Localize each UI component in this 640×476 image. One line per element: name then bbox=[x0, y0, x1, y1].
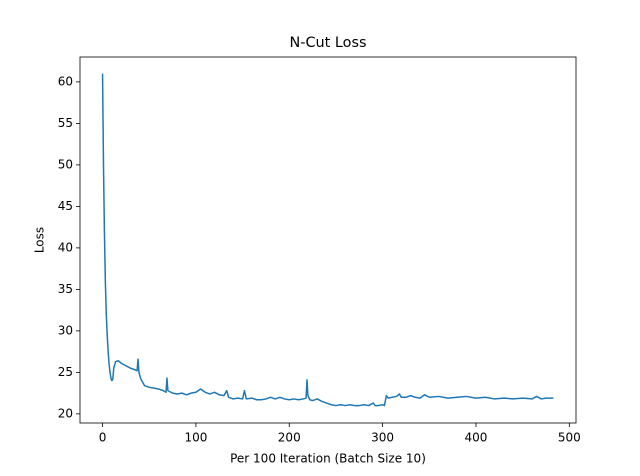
x-tick-label: 100 bbox=[184, 431, 207, 445]
x-tick-label: 400 bbox=[465, 431, 488, 445]
x-tick-label: 300 bbox=[371, 431, 394, 445]
plot-frame bbox=[79, 56, 577, 424]
y-tick-label: 55 bbox=[58, 116, 73, 130]
x-tick-label: 0 bbox=[99, 431, 107, 445]
y-tick-label: 35 bbox=[58, 282, 73, 296]
y-tick-label: 20 bbox=[58, 406, 73, 420]
y-tick-label: 45 bbox=[58, 199, 73, 213]
y-tick-label: 40 bbox=[58, 240, 73, 254]
x-tick-label: 200 bbox=[278, 431, 301, 445]
y-tick-label: 60 bbox=[58, 74, 73, 88]
x-axis-label: Per 100 Iteration (Batch Size 10) bbox=[230, 452, 426, 466]
chart-title: N-Cut Loss bbox=[290, 35, 367, 51]
y-tick-label: 30 bbox=[58, 323, 73, 337]
x-tick-label: 500 bbox=[558, 431, 581, 445]
y-axis-label: Loss bbox=[33, 227, 47, 253]
y-tick-label: 50 bbox=[58, 157, 73, 171]
loss-line bbox=[101, 73, 554, 407]
y-tick-label: 25 bbox=[58, 365, 73, 379]
